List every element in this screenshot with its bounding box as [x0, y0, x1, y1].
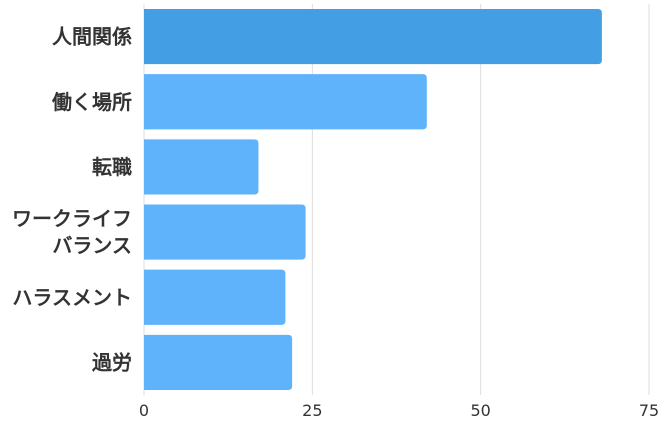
category-label: ワークライフ	[12, 207, 132, 231]
category-label: バランス	[52, 234, 132, 258]
bar	[144, 334, 293, 390]
x-tick-label: 50	[470, 401, 490, 420]
category-label: 過労	[92, 350, 132, 374]
bar	[144, 204, 306, 260]
category-label: 転職	[92, 155, 132, 179]
category-label: ハラスメント	[12, 285, 132, 309]
category-label: 働く場所	[51, 90, 132, 114]
bar	[144, 74, 427, 130]
x-tick-label: 0	[139, 401, 149, 420]
bars	[144, 9, 602, 390]
x-tick-labels: 0 25 50 75	[139, 401, 659, 420]
x-tick-label: 25	[302, 401, 322, 420]
category-label: 人間関係	[52, 25, 132, 49]
bar	[144, 269, 286, 325]
grid-lines	[143, 4, 650, 395]
bar	[144, 139, 259, 195]
x-tick-label: 75	[639, 401, 659, 420]
bar	[144, 9, 602, 65]
